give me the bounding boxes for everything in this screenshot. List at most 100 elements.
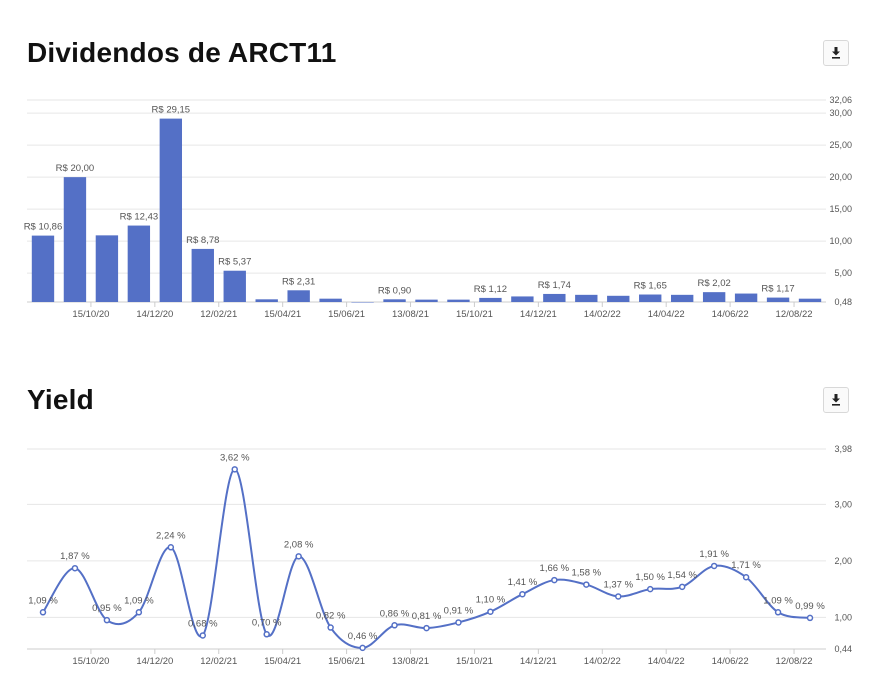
x-tick-label: 14/12/20 (136, 656, 173, 667)
bar (511, 296, 534, 302)
data-label: 1,09 % (28, 595, 58, 606)
data-label: R$ 8,78 (186, 235, 219, 246)
dividends-download-button[interactable] (823, 40, 849, 66)
y-tick-label: 2,00 (834, 556, 852, 566)
data-label: 1,66 % (540, 563, 570, 574)
data-point (135, 609, 143, 616)
data-point (806, 614, 814, 622)
x-tick-label: 15/06/21 (328, 656, 365, 667)
data-label: 1,87 % (60, 551, 90, 562)
y-tick-label: 25,00 (829, 140, 852, 150)
x-tick-label: 15/04/21 (264, 656, 301, 667)
download-icon (832, 394, 840, 406)
data-point (71, 564, 79, 572)
data-point (519, 590, 526, 598)
x-tick-label: 13/08/21 (392, 309, 429, 320)
bar (543, 293, 566, 302)
data-label: 1,50 % (635, 572, 665, 583)
data-label: 0,82 % (316, 611, 346, 622)
x-tick-label: 12/02/21 (200, 309, 237, 320)
y-tick-label: 0,44 (834, 644, 852, 654)
x-tick-label: 14/02/22 (584, 309, 621, 320)
y-tick-label: 0,48 (834, 297, 852, 307)
x-tick-label: 14/12/20 (136, 309, 173, 320)
download-icon (832, 47, 840, 59)
data-point (742, 573, 750, 581)
data-point (710, 562, 718, 570)
yield-line-chart: 3,98 3,00 2,00 1,00 0,44 15/10/20 14/12/20 12/0… (27, 444, 852, 667)
bar (255, 299, 278, 302)
x-tick-label: 14/02/22 (584, 656, 621, 667)
data-label: 1,37 % (603, 579, 633, 590)
bar (734, 293, 758, 302)
x-tick-label: 15/10/20 (72, 656, 109, 667)
yield-panel: Yield 3,98 3,00 2,00 1,00 0,44 15/10/20 14/12/… (0, 340, 869, 686)
bar (479, 297, 502, 302)
yield-download-button[interactable] (823, 387, 849, 413)
data-label: 0,81 % (412, 611, 442, 622)
data-label: 1,10 % (476, 595, 506, 606)
bar (287, 290, 310, 302)
data-label: 0,46 % (348, 631, 378, 642)
data-label: R$ 1,65 (634, 281, 667, 292)
data-label: R$ 1,74 (538, 280, 571, 291)
data-label: 0,91 % (444, 605, 474, 616)
dividends-chart-title: Dividendos de ARCT11 (27, 37, 337, 68)
data-point (327, 624, 334, 631)
x-tick-label: 12/02/21 (200, 656, 237, 667)
bar (798, 298, 822, 302)
data-label: R$ 2,31 (282, 276, 315, 287)
x-tick-label: 12/08/22 (776, 309, 813, 320)
data-label: 0,68 % (188, 618, 218, 629)
data-point (295, 553, 302, 560)
y-tick-label: 3,00 (834, 499, 852, 509)
data-label: R$ 10,86 (24, 222, 63, 233)
bar (670, 294, 694, 302)
bar (383, 299, 406, 302)
x-tick-label: 14/12/21 (520, 656, 557, 667)
data-label: R$ 0,90 (378, 285, 411, 296)
data-label: 1,09 % (763, 595, 793, 606)
data-point (199, 632, 207, 639)
bar (159, 118, 183, 302)
x-tick-label: 15/10/21 (456, 309, 493, 320)
data-label: R$ 1,17 (761, 284, 794, 295)
x-tick-label: 14/04/22 (648, 656, 685, 667)
data-label: 2,24 % (156, 530, 186, 541)
x-tick-label: 14/04/22 (648, 309, 685, 320)
x-tick-label: 14/06/22 (712, 309, 749, 320)
dividends-panel: Dividendos de ARCT11 32,06 30,00 25,00 20,0… (0, 0, 869, 340)
data-label: R$ 12,43 (120, 212, 159, 223)
y-tick-label: 10,00 (829, 236, 852, 246)
data-point (583, 581, 590, 588)
data-label: 1,09 % (124, 595, 154, 606)
y-tick-label: 32,06 (829, 95, 852, 105)
y-tick-label: 15,00 (829, 204, 852, 214)
data-label: R$ 5,37 (218, 257, 251, 268)
data-label: 0,95 % (92, 603, 122, 614)
data-label: R$ 29,15 (152, 105, 191, 116)
bar (447, 299, 470, 302)
y-tick-label: 20,00 (829, 172, 852, 182)
bar (63, 177, 87, 302)
bar (191, 248, 214, 302)
data-point (39, 609, 47, 616)
bar (223, 270, 246, 302)
data-label: 1,54 % (667, 570, 697, 581)
bar (575, 294, 598, 302)
x-tick-label: 14/06/22 (712, 656, 749, 667)
data-point (774, 609, 782, 616)
data-point (487, 608, 494, 615)
bar (415, 299, 438, 302)
data-point (678, 583, 686, 591)
y-tick-label: 3,98 (834, 444, 852, 454)
data-label: 2,08 % (284, 539, 314, 550)
x-tick-label: 15/06/21 (328, 309, 365, 320)
bar (351, 302, 374, 303)
bar (702, 292, 726, 302)
bar (127, 225, 151, 302)
y-tick-label: 5,00 (834, 268, 852, 278)
x-tick-label: 15/10/21 (456, 656, 493, 667)
bar (639, 294, 662, 302)
bar (607, 295, 630, 302)
